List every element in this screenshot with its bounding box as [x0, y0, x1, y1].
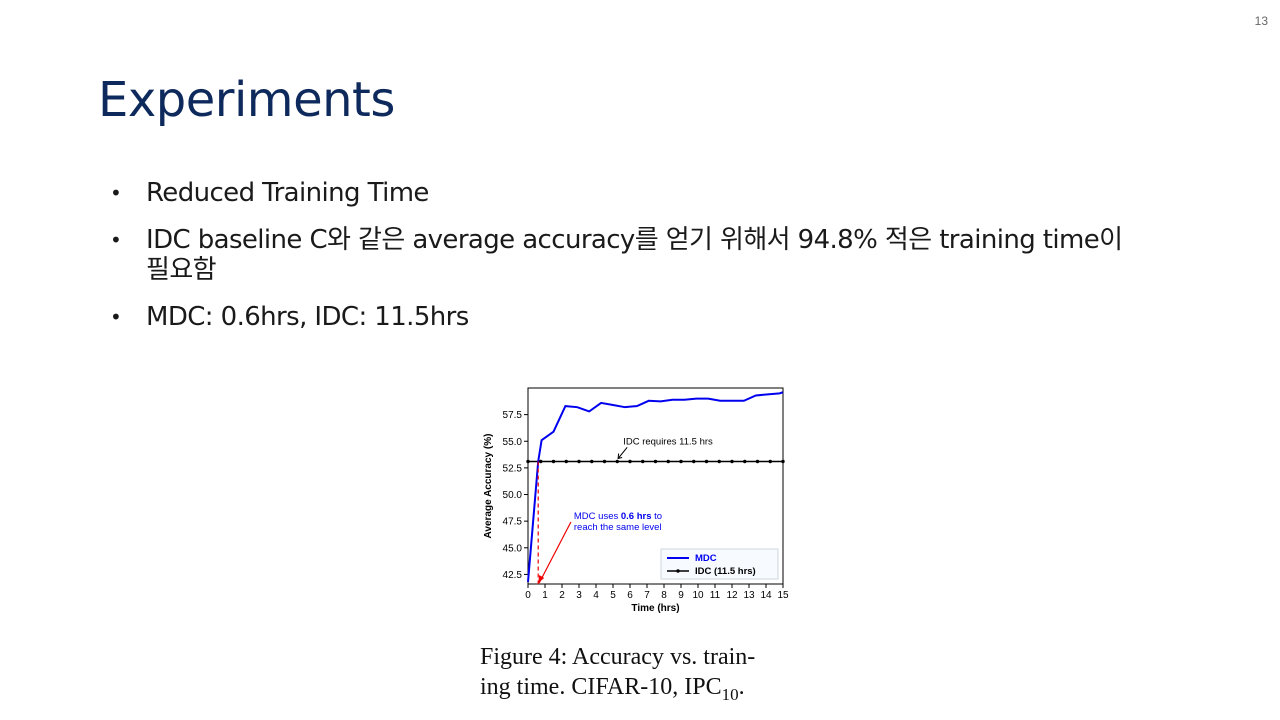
caption-line-1: Figure 4: Accuracy vs. train-: [480, 644, 756, 670]
bullet-item: • MDC: 0.6hrs, IDC: 11.5hrs: [110, 302, 1150, 332]
bullet-dot-icon: •: [110, 228, 122, 252]
y-tick-label: 42.5: [503, 570, 523, 581]
x-tick-label: 14: [760, 590, 772, 601]
caption-text: ing time. CIFAR-10, IPC: [480, 674, 722, 700]
y-tick-label: 57.5: [503, 410, 523, 421]
bullet-dot-icon: •: [110, 305, 122, 329]
legend-idc-marker: [676, 569, 680, 573]
y-tick-label: 47.5: [503, 517, 523, 528]
idc-annotation-text: IDC requires 11.5 hrs: [623, 436, 713, 447]
x-tick-label: 13: [743, 590, 755, 601]
idc-marker: [704, 459, 709, 464]
idc-marker: [679, 459, 683, 464]
x-tick-label: 0: [525, 590, 531, 601]
legend-mdc-label: MDC: [695, 553, 717, 564]
x-tick-label: 3: [576, 590, 582, 601]
x-tick-label: 7: [644, 590, 650, 601]
idc-marker: [641, 459, 645, 464]
legend-box: [660, 548, 779, 580]
bullet-item: • IDC baseline C와 같은 average accuracy를 얻…: [110, 225, 1150, 285]
idc-marker: [653, 459, 658, 464]
x-tick-label: 10: [692, 590, 704, 601]
y-tick-label: 52.5: [503, 463, 523, 474]
bullet-list: • Reduced Training Time • IDC baseline C…: [110, 178, 1150, 349]
idc-annotation-arrow: [617, 446, 628, 459]
idc-marker: [590, 459, 594, 464]
x-tick-label: 6: [627, 590, 633, 601]
idc-marker: [551, 459, 556, 464]
caption-line-2: ing time. CIFAR-10, IPC10.: [480, 672, 820, 710]
bullet-item: • Reduced Training Time: [110, 178, 1150, 208]
figure-caption: Figure 4: Accuracy vs. train- ing time. …: [480, 642, 820, 710]
plot-frame: [527, 387, 784, 585]
bullet-text: MDC: 0.6hrs, IDC: 11.5hrs: [146, 302, 469, 332]
x-tick-label: 5: [610, 590, 616, 601]
idc-marker: [768, 459, 772, 464]
bullet-dot-icon: •: [110, 181, 122, 205]
idc-marker: [666, 459, 670, 464]
x-tick-label: 8: [661, 590, 667, 601]
idc-marker: [755, 459, 760, 464]
idc-marker: [743, 459, 747, 464]
page-number: 13: [1254, 14, 1268, 28]
accuracy-chart-svg: 42.545.047.550.052.555.057.50 1 2 3 4 5 6 7 8 9 10…: [483, 387, 789, 614]
idc-marker: [730, 459, 734, 464]
x-tick-label: 4: [593, 590, 599, 601]
idc-marker: [692, 459, 696, 464]
idc-marker: [577, 459, 581, 464]
accuracy-chart: 42.5 45.0 47.5 50.0 52.5 55.0 57.5 0 1 2 3 4 5 6 7 8 9 10…: [478, 380, 798, 620]
x-tick-label: 12: [726, 590, 738, 601]
x-tick-label: 11: [710, 590, 721, 601]
y-tick-label: 55.0: [503, 437, 523, 448]
x-tick-label: 9: [678, 590, 684, 601]
idc-arrowhead: [617, 453, 623, 460]
x-tick-label: 2: [559, 590, 565, 601]
idc-marker: [564, 459, 568, 464]
idc-marker: [615, 459, 619, 464]
y-tick-label: 50.0: [503, 490, 523, 501]
idc-marker: [539, 459, 543, 464]
x-tick-label: 1: [542, 590, 548, 601]
idc-marker: [781, 459, 785, 464]
slide-title: Experiments: [98, 72, 395, 128]
y-tick-label: 45.0: [503, 543, 523, 554]
bullet-text: Reduced Training Time: [146, 178, 429, 208]
y-axis-label: Average Accuracy (%): [483, 434, 494, 539]
mdc-arrowhead: [538, 575, 545, 583]
x-axis-label: Time (hrs): [631, 603, 679, 614]
idc-marker: [526, 459, 530, 464]
idc-marker: [602, 459, 607, 464]
caption-period: .: [738, 674, 745, 700]
bullet-text: IDC baseline C와 같은 average accuracy를 얻기 …: [146, 225, 1123, 285]
legend-idc-label: IDC (11.5 hrs): [695, 566, 756, 577]
idc-marker: [628, 459, 632, 464]
mdc-annotation-text: MDC uses 0.6 hrs to: [574, 511, 662, 522]
mdc-annotation-text-2: reach the same level: [574, 522, 662, 533]
idc-marker: [717, 459, 721, 464]
caption-subscript: 10: [721, 684, 739, 704]
mdc-line: [527, 391, 784, 582]
x-tick-label: 15: [777, 590, 789, 601]
mdc-annotation-arrow: [538, 521, 572, 584]
